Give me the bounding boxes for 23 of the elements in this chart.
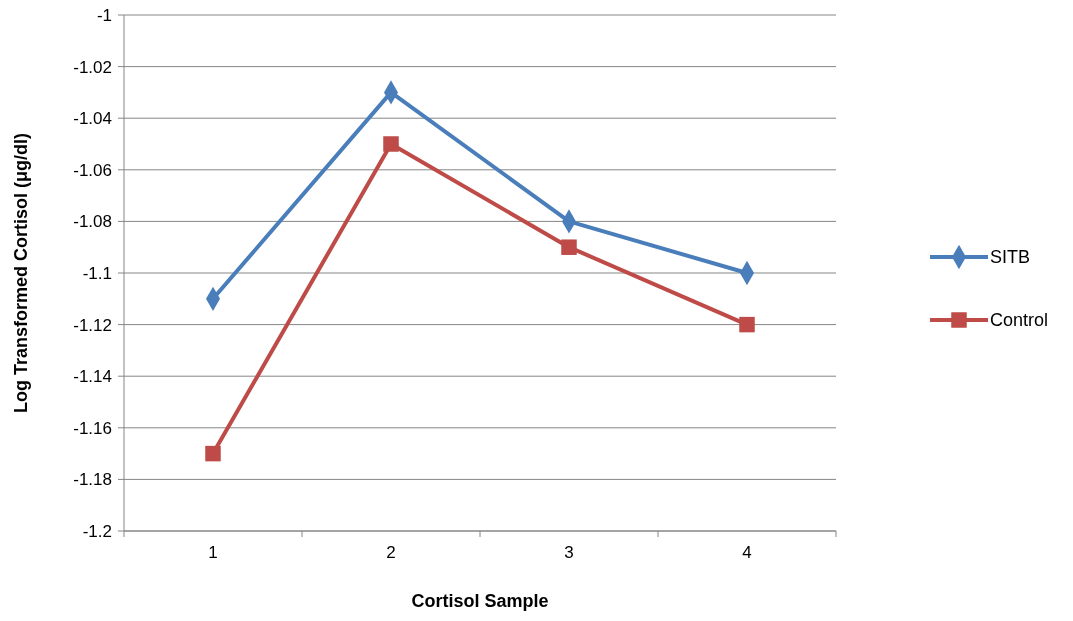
y-tick-label: -1.04 — [73, 109, 112, 129]
y-tick-label: -1.16 — [73, 418, 112, 438]
x-tick-label: 2 — [386, 543, 396, 562]
point — [561, 239, 577, 255]
y-tick-label: -1.14 — [73, 367, 112, 387]
y-tick-label: -1 — [96, 5, 112, 25]
y-axis-title: Log Transformed Cortisol (μg/dl) — [11, 132, 31, 414]
y-tick-label: -1.1 — [82, 263, 112, 283]
point — [205, 445, 221, 462]
y-tick-label: -1.18 — [73, 470, 112, 490]
x-axis-title: Cortisol Sample — [411, 591, 549, 611]
legend-label: SITB — [990, 247, 1031, 268]
x-tick-label: 4 — [742, 543, 752, 562]
point — [739, 316, 755, 333]
y-tick-label: -1.06 — [73, 160, 112, 180]
x-tick-label: 3 — [564, 543, 574, 562]
point — [383, 136, 399, 152]
x-tick-label: 1 — [208, 543, 218, 562]
y-tick-label: -1.2 — [82, 521, 112, 541]
y-tick-label: -1.02 — [73, 57, 112, 77]
y-tick-label: -1.12 — [73, 315, 112, 335]
y-tick-label: -1.08 — [73, 212, 112, 232]
legend-label: Control — [990, 310, 1049, 331]
